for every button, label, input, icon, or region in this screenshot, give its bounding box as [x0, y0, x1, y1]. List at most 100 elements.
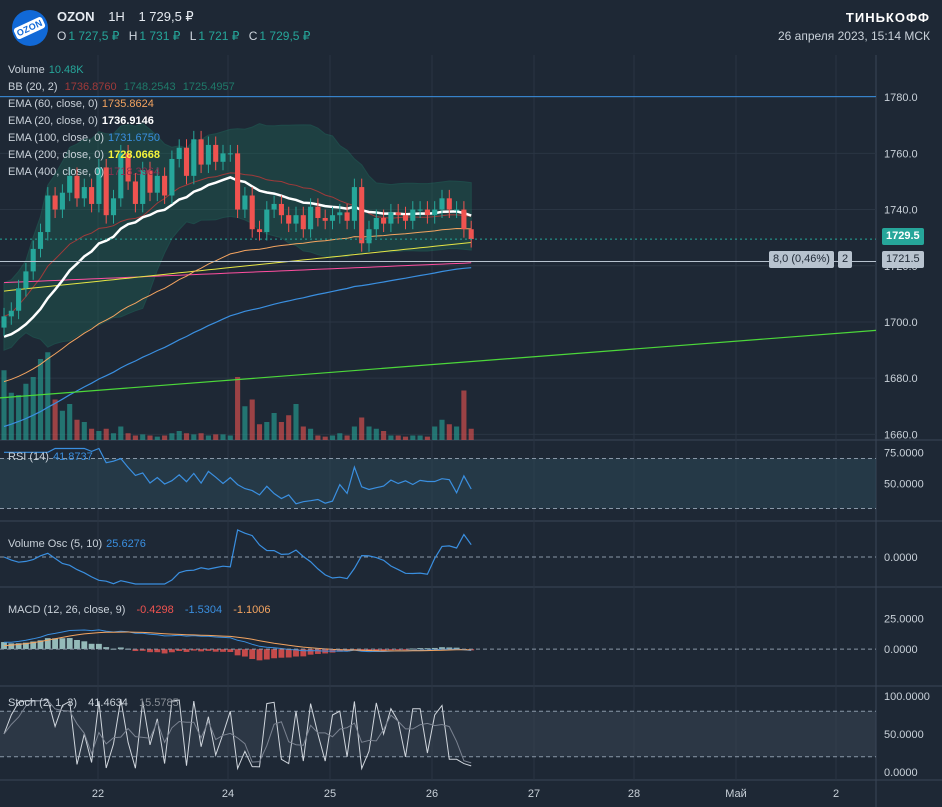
volume-bar: [16, 395, 22, 440]
volume-bar: [8, 392, 14, 440]
macd-hist-bar: [293, 649, 299, 657]
volume-bar: [439, 419, 445, 440]
volume-bar: [169, 433, 175, 440]
candle-body: [140, 170, 146, 204]
ema400-line: [3, 262, 472, 284]
candle-body: [191, 139, 197, 176]
macd-hist-bar: [168, 649, 175, 653]
macd-hist-bar: [22, 642, 29, 650]
macd-hist-bar: [241, 649, 248, 657]
legend-ema60[interactable]: EMA (60, close, 0) 1735.8624: [8, 98, 154, 110]
stoch-d-line: [3, 699, 472, 764]
candle-body: [8, 310, 14, 317]
x-tick-label: 26: [426, 788, 438, 800]
macd-hist-bar: [74, 639, 80, 650]
candle-body: [154, 175, 160, 193]
candle-body: [249, 195, 255, 230]
candle-body: [45, 195, 51, 233]
candle-body: [103, 167, 109, 216]
candle-body: [300, 215, 306, 230]
candle-body: [446, 198, 452, 210]
vosc-line: [3, 529, 472, 585]
macd-hist-bar: [190, 649, 197, 651]
y-tick-label: 1780.0: [884, 92, 918, 104]
macd-hist-bar: [227, 649, 234, 653]
legend-ema20[interactable]: EMA (20, close, 0) 1736.9146: [8, 115, 154, 127]
stoch-tick-label: 0.0000: [884, 767, 918, 779]
volume-bar: [256, 424, 263, 440]
volume-bar: [417, 435, 423, 440]
macd-hist-bar: [256, 649, 263, 661]
volume-bar: [337, 433, 343, 440]
macd-hist-bar: [285, 649, 292, 658]
volume-bar: [359, 417, 365, 440]
ohlc-low: 1 721 ₽: [198, 29, 240, 43]
interval[interactable]: 1H: [108, 9, 125, 24]
rsi-line: [4, 447, 472, 505]
candle-body: [359, 187, 365, 244]
candle-body: [1, 316, 7, 328]
candle-body: [205, 144, 211, 165]
volume-bar: [308, 428, 314, 440]
volume-bar: [176, 431, 182, 440]
candle-body: [132, 181, 138, 204]
candle-body: [74, 175, 80, 199]
symbol[interactable]: OZON: [57, 9, 95, 24]
current-price-tag: 1729.5: [882, 228, 924, 245]
volume-bar: [103, 428, 109, 440]
ohlc-close: 1 729,5 ₽: [259, 29, 311, 43]
macd-hist-bar: [139, 649, 146, 651]
candle-body: [37, 232, 44, 249]
rsi-band: [0, 458, 876, 509]
ema200-line: [3, 242, 472, 292]
volume-bar: [454, 426, 460, 440]
macd-hist-bar: [212, 649, 219, 652]
legend-rsi[interactable]: RSI (14) 41.8737: [8, 451, 93, 463]
legend-volume[interactable]: Volume 10.48K: [8, 64, 84, 76]
macd-hist-bar: [198, 649, 205, 652]
x-tick-label: 25: [324, 788, 336, 800]
legend-macd[interactable]: MACD (12, 26, close, 9) -0.4298 -1.5304 …: [8, 604, 271, 616]
candle-body: [235, 153, 241, 210]
macd-hist-bar: [234, 649, 241, 656]
ohlc-open-key: O: [57, 29, 67, 43]
legend-bb[interactable]: BB (20, 2) 1736.8760 1748.2543 1725.4957: [8, 81, 235, 93]
legend-ema200[interactable]: EMA (200, close, 0) 1728.0668: [8, 149, 160, 161]
stoch-band: [0, 711, 876, 757]
volume-bar: [110, 433, 117, 440]
volume-bar: [220, 434, 226, 440]
volume-bar: [213, 434, 219, 440]
candle-body: [59, 192, 65, 210]
trend-line: [0, 329, 877, 399]
volume-bar: [395, 435, 401, 440]
candle-body: [118, 153, 124, 199]
candle-body: [293, 215, 299, 224]
legend-volume-osc[interactable]: Volume Osc (5, 10) 25.6276: [8, 538, 146, 550]
macd-hist-bar: [117, 647, 124, 650]
volume-bar: [235, 377, 241, 440]
volume-bar: [74, 419, 80, 440]
candle-body: [417, 209, 423, 211]
volume-bar: [264, 422, 270, 440]
volume-bar: [351, 426, 357, 440]
y-tick-label: 1760.0: [884, 148, 918, 160]
macd-hist-bar: [81, 641, 88, 650]
candle-body: [315, 206, 321, 218]
legend-ema100[interactable]: EMA (100, close, 0) 1731.6750: [8, 132, 160, 144]
x-tick-label: 2: [833, 788, 839, 800]
macd-hist-bar: [220, 649, 226, 652]
candle-body: [183, 147, 190, 176]
ohlc-low-key: L: [189, 29, 197, 43]
macd-hist-bar: [205, 649, 212, 651]
macd-hist-bar: [95, 643, 102, 650]
x-tick-label: 22: [92, 788, 104, 800]
candle-body: [30, 248, 36, 272]
macd-hist-bar: [431, 647, 438, 650]
macd-hist-bar: [417, 648, 424, 650]
legend-stoch[interactable]: Stoch (2, 1, 3) 41.4634 15.5785: [8, 697, 179, 709]
candle-body: [220, 153, 226, 162]
volume-bar: [89, 428, 95, 440]
legend-ema400[interactable]: EMA (400, close, 0) 1718.3964: [8, 166, 160, 178]
